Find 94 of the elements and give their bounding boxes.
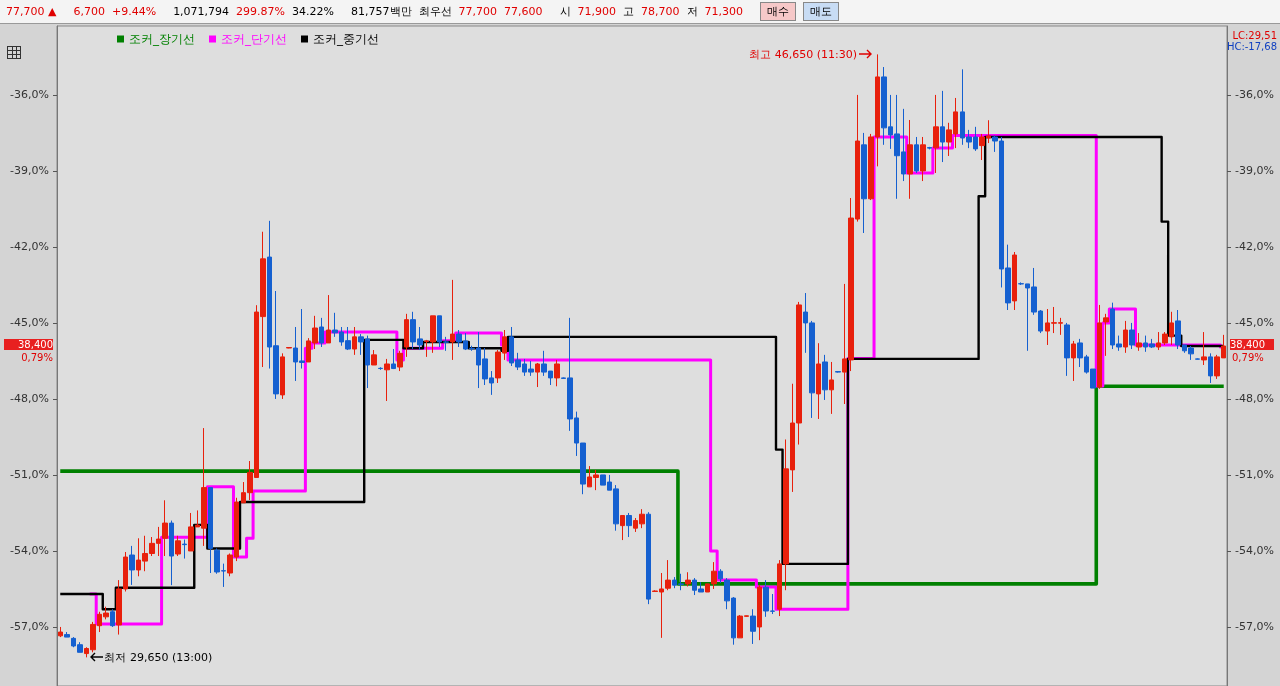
candlestick (1208, 352, 1213, 384)
y2-tick-label: -51,0% (1235, 468, 1274, 482)
candlestick (927, 146, 932, 150)
text: 38,400 (1230, 338, 1274, 350)
y2-tick-label: -39,0% (1235, 164, 1274, 178)
candlestick (718, 568, 723, 584)
text: 78,700 (641, 5, 680, 18)
text: 매도 (803, 2, 840, 21)
candlestick (620, 514, 625, 541)
candlestick (861, 132, 867, 234)
text: 시 (559, 4, 571, 19)
candlestick (169, 520, 174, 586)
text: 0,79% (1232, 351, 1264, 363)
candlestick (685, 571, 691, 587)
y-tick-label: -48,0% (10, 392, 49, 406)
y-tick-label: -39,0% (10, 164, 49, 178)
candlestick (626, 512, 632, 538)
candlestick (907, 119, 913, 200)
candlestick (371, 349, 377, 366)
candlestick (404, 313, 409, 358)
candlestick (822, 354, 828, 401)
candlestick (554, 359, 560, 387)
candlestick (646, 511, 651, 605)
text: 최우선 (418, 4, 452, 19)
candlestick (1012, 251, 1017, 311)
candlestick (391, 348, 396, 370)
y2-tick-label: -45,0% (1235, 316, 1274, 330)
legend-label: 조커_장기선 (129, 32, 195, 46)
candlestick (920, 136, 926, 182)
candlestick (933, 94, 939, 174)
y2-tick-label: -54,0% (1235, 544, 1274, 558)
annotation: 최고 46,650 (11:30) (749, 47, 858, 63)
text: 0,79% (20, 351, 53, 363)
text: LC:29,51 (1232, 30, 1277, 41)
candlestick (384, 358, 390, 402)
text: 77,700 (458, 5, 498, 18)
y-tick-label: -45,0% (10, 316, 49, 330)
text: 38,400 (4, 338, 53, 350)
text: 34.22% (292, 5, 335, 18)
candlestick (1195, 357, 1200, 360)
annotation: 최저 29,650 (13:00) (104, 650, 213, 666)
text: 저 (686, 4, 698, 19)
candlestick (1136, 332, 1142, 352)
y-tick-label: -51,0% (10, 468, 49, 482)
candlestick (208, 487, 213, 574)
text: +9.44% (111, 5, 157, 18)
candlestick (175, 535, 181, 557)
candlestick (110, 608, 115, 628)
y-tick-label: -42,0% (10, 240, 49, 254)
candlestick (835, 370, 841, 374)
candlestick (1129, 322, 1135, 350)
y-tick-label: -36,0% (10, 88, 49, 102)
candlestick (182, 539, 187, 560)
candlestick (1071, 340, 1076, 382)
y-tick-label: -57,0% (10, 620, 49, 634)
candlestick (1201, 331, 1207, 366)
candlestick (286, 346, 292, 349)
text: 71,900 (577, 5, 617, 18)
y2-tick-label: -36,0% (1235, 88, 1274, 102)
text: 6,700 (73, 5, 105, 18)
candlestick (326, 294, 331, 344)
candlestick (535, 362, 540, 388)
annotation: HC:-17,68 (1226, 41, 1277, 52)
legend-label: 조커_중기선 (313, 32, 379, 46)
candlestick (129, 545, 135, 586)
y2-tick-label: -48,0% (1235, 392, 1274, 406)
text: 고 (623, 4, 635, 19)
candlestick (816, 342, 821, 420)
candlestick (319, 317, 324, 348)
text: 매수 (760, 2, 797, 21)
candlestick (1123, 320, 1128, 354)
candlestick (829, 361, 834, 415)
candlestick (397, 350, 403, 372)
candlestick (58, 626, 63, 638)
legend-label: 조커_단기선 (221, 32, 287, 46)
y2-tick-label: -57,0% (1235, 620, 1274, 634)
candlestick (914, 136, 919, 174)
text: 1,071,794 (173, 5, 230, 18)
text: 71,300 (704, 5, 744, 18)
candlestick (64, 631, 70, 638)
candlestick (750, 608, 756, 645)
text: 299.87% (236, 5, 286, 18)
y2-tick-label: -42,0% (1235, 240, 1274, 254)
text: 77,700 ▲ (6, 5, 57, 18)
candlestick (280, 352, 285, 400)
candlestick (757, 584, 762, 641)
candlestick (378, 366, 383, 371)
text: 81,757백만 (351, 4, 412, 19)
y-tick-label: -54,0% (10, 544, 49, 558)
text: 77,600 (504, 5, 543, 18)
candlestick (450, 279, 455, 361)
candlestick (940, 90, 945, 163)
candlestick (1064, 322, 1070, 377)
candlestick (352, 326, 357, 356)
